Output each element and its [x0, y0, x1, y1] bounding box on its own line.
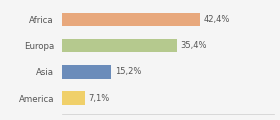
Text: 7,1%: 7,1%: [88, 94, 109, 103]
Bar: [62, 39, 178, 52]
Bar: [62, 12, 200, 26]
Bar: [62, 65, 111, 79]
Text: 15,2%: 15,2%: [115, 67, 141, 76]
Text: 42,4%: 42,4%: [204, 15, 230, 24]
Text: 35,4%: 35,4%: [181, 41, 207, 50]
Bar: [62, 91, 85, 105]
